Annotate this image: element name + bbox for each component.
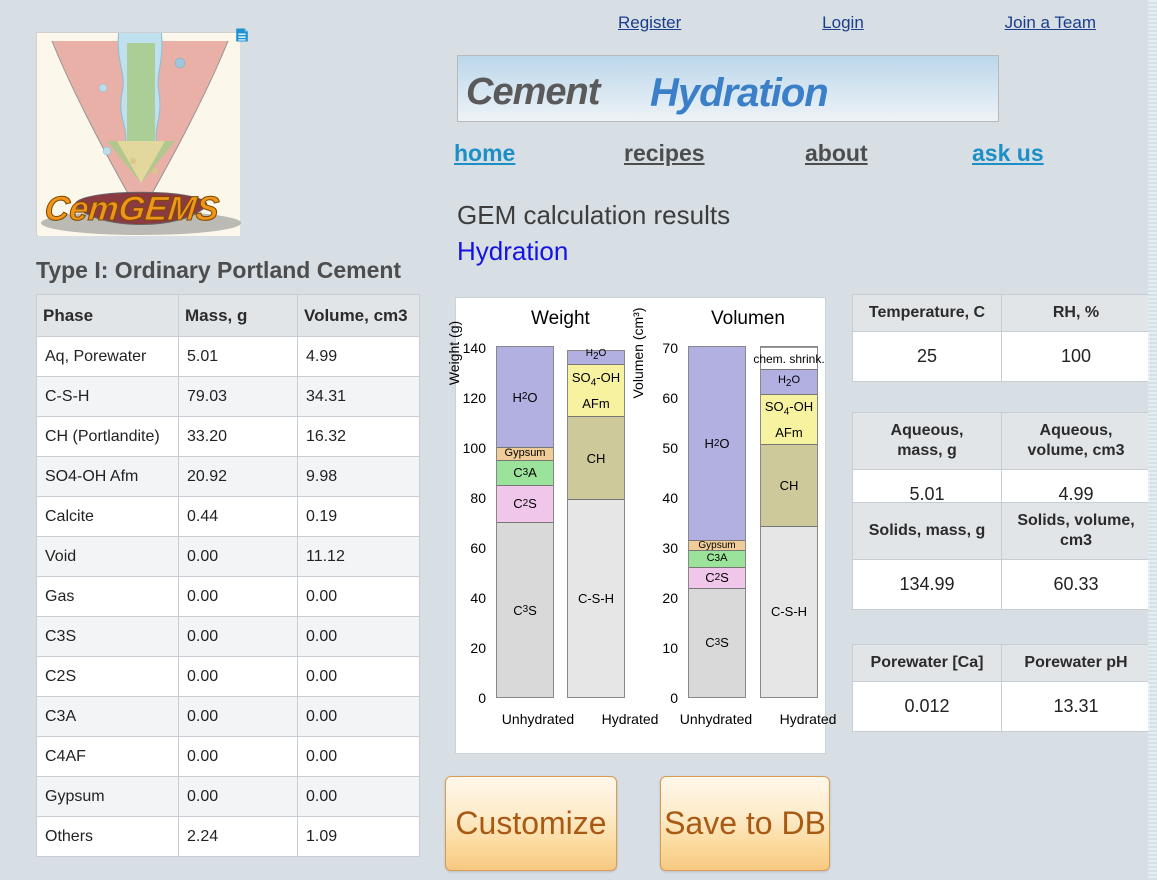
svg-text:Hydration: Hydration [650,71,828,115]
svg-text:Cement: Cement [466,71,602,113]
